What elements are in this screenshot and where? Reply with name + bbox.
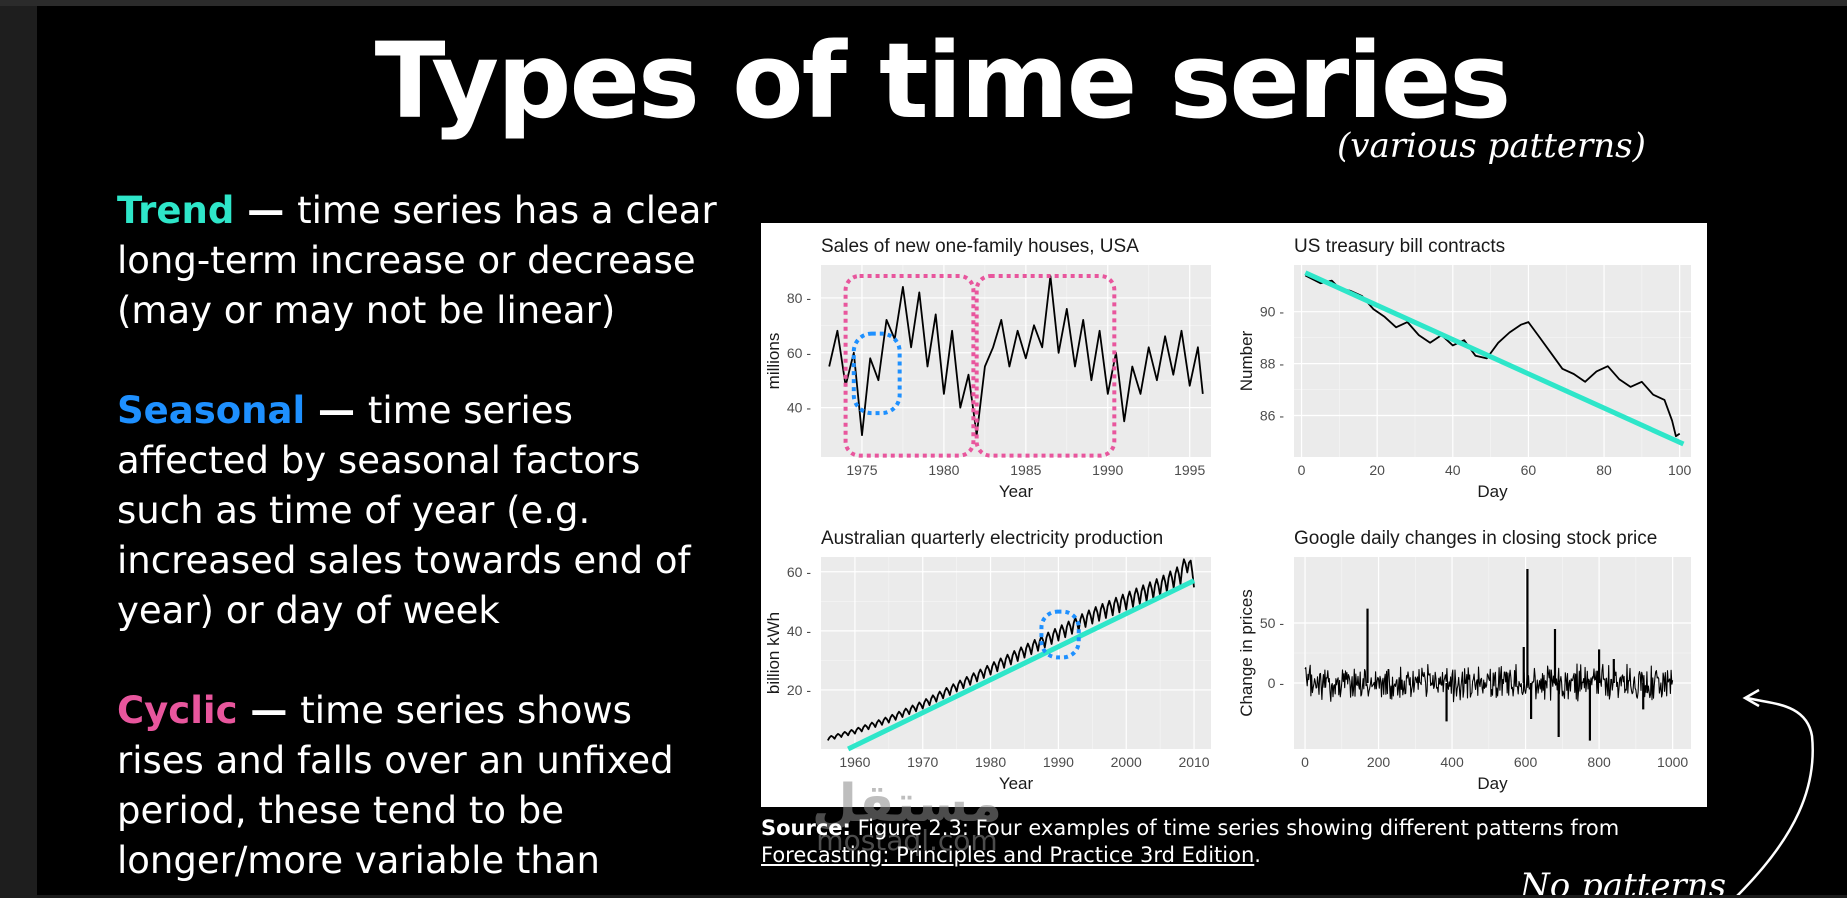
- seasonal-term: Seasonal: [117, 389, 306, 432]
- chart-1-x-tick-label: 1995: [1174, 462, 1205, 478]
- chart-1-y-tick-label: 80 -: [787, 290, 811, 306]
- trend-term: Trend: [117, 189, 235, 232]
- cyclic-description: time series shows rises and falls over a…: [117, 689, 674, 882]
- chart-4-y-tick-label: 50 -: [1260, 615, 1284, 631]
- window-top-bar: [0, 0, 1847, 6]
- arrow-curve: [1736, 696, 1814, 895]
- chart-4-y-tick-label: 0 -: [1268, 675, 1285, 691]
- chart-4-xlabel: Day: [1477, 774, 1508, 793]
- chart-2-xlabel: Day: [1477, 482, 1508, 501]
- chart-3-x-tick-label: 1970: [907, 754, 938, 770]
- chart-3-series-line: [827, 558, 1195, 741]
- chart-1-cyclic-highlight: [974, 273, 1117, 458]
- chart-3-xlabel: Year: [999, 774, 1034, 793]
- chart-1-y-tick-label: 40 -: [787, 400, 811, 416]
- slide: Types of time series (various patterns) …: [37, 6, 1847, 895]
- chart-3-x-tick-label: 2000: [1111, 754, 1142, 770]
- chart-2-x-tick-label: 20: [1369, 462, 1385, 478]
- chart-2-title: US treasury bill contracts: [1294, 236, 1505, 257]
- caption-link[interactable]: Forecasting: Principles and Practice 3rd…: [761, 843, 1255, 867]
- chart-3-x-tick-label: 2010: [1178, 754, 1209, 770]
- chart-4-series-line: [1304, 663, 1674, 703]
- figure-panel: 1975 1980 1985 1990 1995 40 - 60 - 80 - Sales of…: [761, 223, 1707, 807]
- chart-3-y-tick-label: 40 -: [787, 623, 811, 639]
- chart-1-y-tick-label: 60 -: [787, 345, 811, 361]
- seasonal-dash: —: [305, 389, 368, 432]
- chart-4-title: Google daily changes in closing stock pr…: [1294, 528, 1657, 549]
- chart-1-x-tick-label: 1985: [1010, 462, 1041, 478]
- slide-title: Types of time series: [374, 20, 1512, 142]
- chart-3-x-tick-label: 1960: [839, 754, 870, 770]
- chart-figure: 1975 1980 1985 1990 1995 40 - 60 - 80 - Sales of…: [764, 236, 1692, 793]
- caption-source-label: Source:: [761, 816, 851, 840]
- chart-4-x-tick-label: 1000: [1657, 754, 1688, 770]
- chart-2-ylabel: Number: [1237, 330, 1256, 391]
- cyclic-paragraph: Cyclic — time series shows rises and fal…: [117, 686, 717, 886]
- chart-2-x-tick-label: 40: [1445, 462, 1461, 478]
- caption-end: .: [1254, 843, 1261, 867]
- chart-1-x-tick-label: 1980: [928, 462, 959, 478]
- chart-2-trend-line: [1304, 270, 1685, 447]
- chart-3-y-tick-label: 20 -: [787, 682, 811, 698]
- chart-1-series-line: [828, 275, 1204, 437]
- watermark: مستقل mostaql.com: [777, 776, 1037, 857]
- chart-2-x-tick-label: 60: [1521, 462, 1537, 478]
- no-patterns-note: No patterns: [1520, 866, 1727, 895]
- chart-4-ylabel: Change in prices: [1237, 589, 1256, 717]
- trend-paragraph: Trend — time series has a clear long-ter…: [117, 186, 717, 336]
- chart-4-x-tick-label: 400: [1440, 754, 1464, 770]
- chart-1-xlabel: Year: [999, 482, 1034, 501]
- watermark-arabic: مستقل: [811, 774, 1003, 834]
- chart-3-x-tick-label: 1980: [975, 754, 1006, 770]
- trend-description: time series has a clear long-term increa…: [117, 189, 717, 332]
- arrow-head: [1742, 688, 1760, 708]
- chart-2-series-line: [1304, 274, 1681, 438]
- seasonal-paragraph: Seasonal — time series affected by seaso…: [117, 386, 717, 636]
- cyclic-term: Cyclic: [117, 689, 238, 732]
- watermark-latin: mostaql.com: [816, 824, 998, 857]
- chart-2-x-tick-label: 0: [1298, 462, 1306, 478]
- figure-caption: Source: Figure 2.3: Four examples of tim…: [761, 815, 1721, 869]
- caption-text: Figure 2.3: Four examples of time series…: [850, 816, 1620, 840]
- chart-4-x-tick-label: 0: [1301, 754, 1309, 770]
- chart-4-x-tick-label: 800: [1587, 754, 1611, 770]
- annotation-arrow: [1736, 688, 1814, 895]
- chart-1-seasonal-highlight: [851, 331, 902, 416]
- chart-1-x-tick-label: 1990: [1092, 462, 1123, 478]
- chart-1-cyclic-highlight: [843, 273, 976, 458]
- chart-2-x-tick-label: 100: [1668, 462, 1692, 478]
- slide-subtitle: (various patterns): [1337, 126, 1646, 166]
- chart-3-trend-line: [847, 578, 1196, 752]
- chart-3-seasonal-highlight: [1039, 609, 1081, 660]
- chart-2-y-tick-label: 88 -: [1260, 356, 1284, 372]
- chart-3-ylabel: billion kWh: [764, 612, 783, 694]
- chart-2-x-tick-label: 80: [1596, 462, 1612, 478]
- chart-1-x-tick-label: 1975: [846, 462, 877, 478]
- chart-3-x-tick-label: 1990: [1043, 754, 1074, 770]
- seasonal-description: time series affected by seasonal factors…: [117, 389, 691, 632]
- chart-4-x-tick-label: 200: [1367, 754, 1391, 770]
- chart-2-y-tick-label: 90 -: [1260, 304, 1284, 320]
- cyclic-dash: —: [237, 689, 301, 732]
- trend-dash: —: [234, 189, 298, 232]
- chart-1-title: Sales of new one-family houses, USA: [821, 236, 1139, 257]
- window-left-strip: [0, 6, 37, 898]
- chart-3-y-tick-label: 60 -: [787, 564, 811, 580]
- chart-1-ylabel: millions: [764, 333, 783, 390]
- chart-2-y-tick-label: 86 -: [1260, 407, 1284, 423]
- definitions: Trend — time series has a clear long-ter…: [117, 186, 717, 895]
- chart-4-x-tick-label: 600: [1514, 754, 1538, 770]
- chart-3-title: Australian quarterly electricity product…: [821, 528, 1163, 549]
